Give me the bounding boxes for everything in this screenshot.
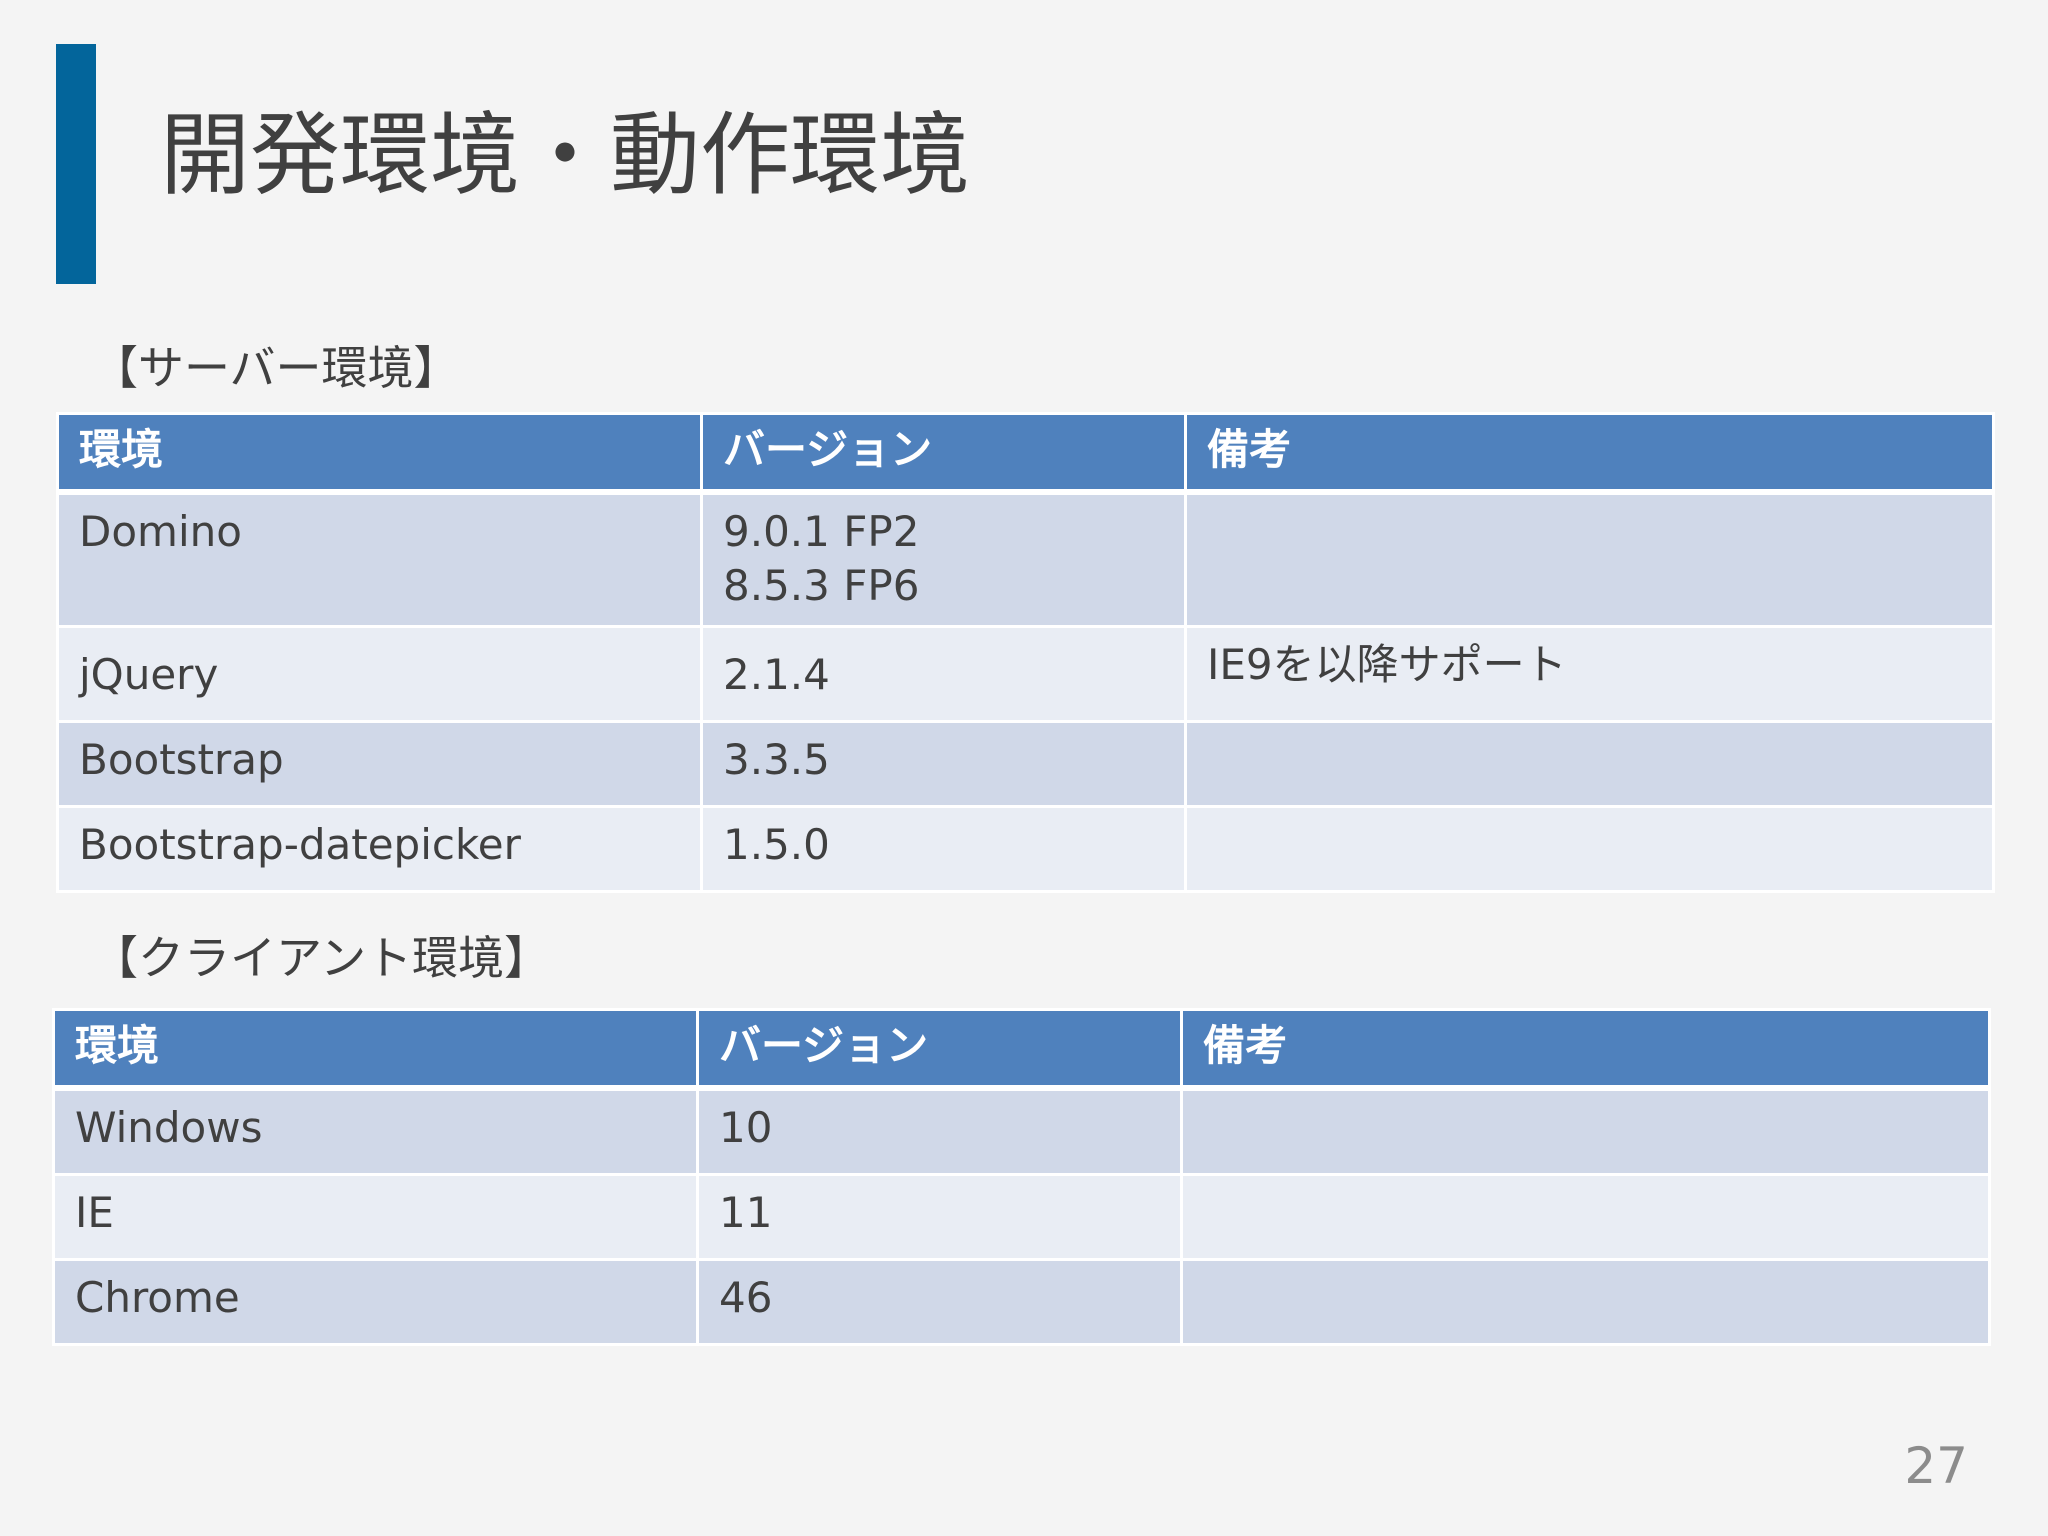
cell-notes	[1184, 490, 1995, 628]
cell-version: 1.5.0	[700, 805, 1187, 893]
column-header-notes: 備考	[1184, 412, 1995, 495]
table-row: Bootstrap-datepicker 1.5.0	[56, 805, 1995, 893]
cell-notes	[1180, 1086, 1991, 1176]
cell-notes	[1180, 1258, 1991, 1346]
cell-environment: jQuery	[56, 625, 703, 723]
column-header-environment: 環境	[56, 412, 703, 495]
server-section-heading: 【サーバー環境】	[92, 341, 460, 395]
cell-version: 46	[696, 1258, 1183, 1346]
column-header-notes: 備考	[1180, 1008, 1991, 1091]
cell-environment: IE	[52, 1173, 699, 1261]
server-environment-table: 環境 バージョン 備考 Domino 9.0.1 FP2 8.5.3 FP6 j…	[56, 412, 1995, 893]
cell-notes	[1180, 1173, 1991, 1261]
slide-title: 開発環境・動作環境	[160, 103, 970, 208]
column-header-version: バージョン	[696, 1008, 1183, 1091]
version-line: 9.0.1 FP2	[723, 507, 920, 556]
cell-environment: Windows	[52, 1086, 699, 1176]
cell-environment: Domino	[56, 490, 703, 628]
table-row: Windows 10	[52, 1086, 1991, 1176]
cell-version: 10	[696, 1086, 1183, 1176]
cell-version: 9.0.1 FP2 8.5.3 FP6	[700, 490, 1187, 628]
table-row: Chrome 46	[52, 1258, 1991, 1346]
table-row: IE 11	[52, 1173, 1991, 1261]
table-row: Domino 9.0.1 FP2 8.5.3 FP6	[56, 490, 1995, 628]
cell-environment: Bootstrap	[56, 720, 703, 808]
title-accent-bar	[56, 44, 96, 284]
column-header-version: バージョン	[700, 412, 1187, 495]
table-header-row: 環境 バージョン 備考	[52, 1008, 1991, 1091]
cell-notes: IE9を以降サポート	[1184, 625, 1995, 723]
table-row: jQuery 2.1.4 IE9を以降サポート	[56, 625, 1995, 723]
cell-version: 3.3.5	[700, 720, 1187, 808]
version-line: 8.5.3 FP6	[723, 561, 920, 610]
column-header-environment: 環境	[52, 1008, 699, 1091]
cell-environment: Chrome	[52, 1258, 699, 1346]
page-number: 27	[1904, 1437, 1968, 1495]
cell-environment: Bootstrap-datepicker	[56, 805, 703, 893]
client-section-heading: 【クライアント環境】	[92, 931, 551, 985]
cell-notes	[1184, 805, 1995, 893]
table-row: Bootstrap 3.3.5	[56, 720, 1995, 808]
cell-version: 11	[696, 1173, 1183, 1261]
cell-notes	[1184, 720, 1995, 808]
table-header-row: 環境 バージョン 備考	[56, 412, 1995, 495]
client-environment-table: 環境 バージョン 備考 Windows 10 IE 11 Chrome 46	[52, 1008, 1991, 1346]
cell-version: 2.1.4	[700, 625, 1187, 723]
